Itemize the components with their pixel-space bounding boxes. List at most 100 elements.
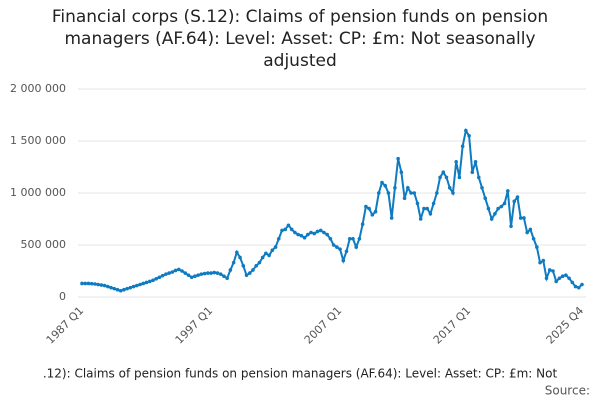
data-point xyxy=(370,213,375,217)
data-point xyxy=(483,196,488,200)
data-point xyxy=(173,268,178,273)
data-point xyxy=(506,189,510,193)
data-point xyxy=(228,268,233,272)
data-point xyxy=(515,195,520,199)
data-point xyxy=(309,230,313,235)
data-point xyxy=(451,191,455,195)
data-point xyxy=(170,270,175,274)
data-point xyxy=(580,282,584,287)
data-point xyxy=(96,282,100,287)
data-point xyxy=(380,180,384,185)
data-point xyxy=(212,270,217,275)
data-point xyxy=(180,269,184,273)
data-point xyxy=(154,277,158,281)
data-point xyxy=(183,271,188,275)
data-point xyxy=(383,183,388,188)
data-point xyxy=(302,235,307,240)
y-tick-label: 2 000 000 xyxy=(10,82,66,95)
data-point xyxy=(554,279,558,284)
data-point xyxy=(551,269,555,273)
y-tick-label: 500 000 xyxy=(21,238,67,251)
data-point xyxy=(325,232,329,237)
data-point xyxy=(322,230,326,235)
data-point xyxy=(225,276,229,281)
data-point xyxy=(347,236,352,241)
data-point xyxy=(454,160,458,164)
data-point xyxy=(122,287,126,292)
data-point xyxy=(338,247,342,251)
data-point xyxy=(186,273,191,277)
data-point xyxy=(460,144,465,148)
data-point xyxy=(128,285,133,290)
data-point xyxy=(399,170,404,174)
data-point xyxy=(544,276,549,281)
data-point xyxy=(251,268,255,272)
data-point xyxy=(402,196,407,200)
data-point xyxy=(215,271,220,275)
data-point xyxy=(196,273,200,277)
data-point xyxy=(254,264,258,268)
data-point xyxy=(444,175,449,180)
data-point xyxy=(270,248,275,252)
data-point xyxy=(557,276,562,281)
data-point xyxy=(147,279,152,284)
data-point xyxy=(354,245,358,249)
chart-title: Financial corps (S.12): Claims of pensio… xyxy=(51,7,549,71)
data-point xyxy=(106,284,110,289)
data-point xyxy=(125,286,129,291)
data-point xyxy=(286,223,291,228)
data-point xyxy=(573,284,578,289)
data-point xyxy=(373,209,378,214)
data-point xyxy=(576,285,581,290)
data-point xyxy=(164,272,168,276)
data-point xyxy=(357,236,362,241)
data-point xyxy=(376,191,381,195)
data-point xyxy=(209,271,213,275)
data-point xyxy=(496,206,500,211)
data-point xyxy=(231,260,236,265)
data-point xyxy=(409,191,413,195)
x-tick-label: 2025 Q4 xyxy=(544,304,587,347)
data-point xyxy=(235,250,239,255)
data-point xyxy=(473,160,478,164)
data-point xyxy=(509,224,513,229)
data-point xyxy=(464,128,468,133)
data-point xyxy=(93,282,97,286)
data-line xyxy=(82,127,583,292)
x-tick-label: 1987 Q1 xyxy=(44,304,87,347)
data-point xyxy=(167,271,171,275)
data-point xyxy=(86,281,91,286)
data-point xyxy=(135,283,139,288)
y-tick-label: 0 xyxy=(59,290,66,303)
x-tick-label: 1997 Q1 xyxy=(173,304,216,347)
data-point xyxy=(193,274,197,279)
data-point xyxy=(331,243,336,247)
data-point xyxy=(396,156,400,161)
data-point xyxy=(315,229,320,234)
data-point xyxy=(493,212,497,216)
data-point xyxy=(138,282,142,287)
data-point xyxy=(567,276,571,281)
data-point xyxy=(176,267,181,272)
data-point xyxy=(560,274,565,279)
data-point xyxy=(157,275,162,280)
data-point xyxy=(222,274,226,279)
data-point xyxy=(486,206,491,211)
data-point xyxy=(141,281,146,286)
data-point xyxy=(351,236,355,241)
data-point xyxy=(202,271,207,276)
data-point xyxy=(541,258,546,263)
data-point xyxy=(412,191,417,195)
data-point xyxy=(393,186,397,190)
data-point xyxy=(489,217,494,221)
data-point xyxy=(283,227,288,232)
data-point xyxy=(435,191,439,195)
data-point xyxy=(99,283,104,287)
data-point xyxy=(260,255,265,260)
data-point xyxy=(341,258,346,263)
data-point xyxy=(257,260,262,265)
data-point xyxy=(328,236,333,241)
x-tick-label: 2017 Q1 xyxy=(431,304,474,347)
